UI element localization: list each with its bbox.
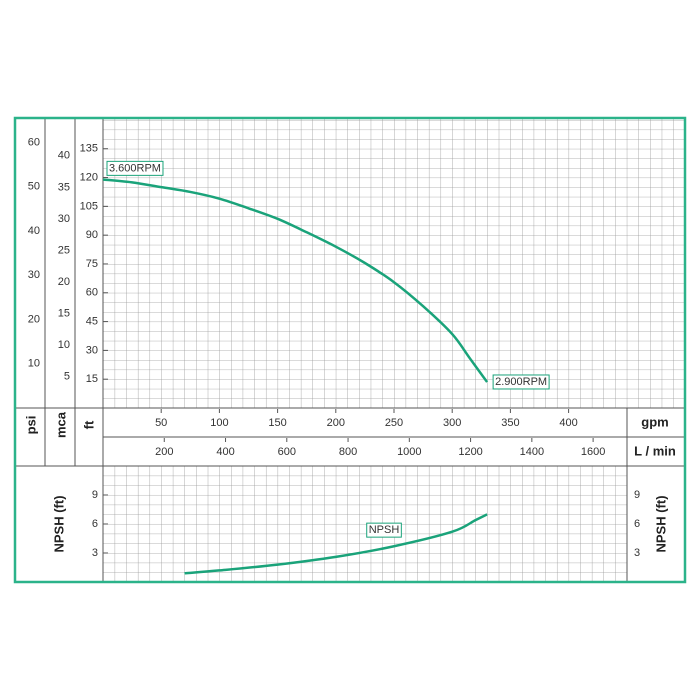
- npsh-grid: [103, 466, 627, 582]
- x-tick-label: 300: [443, 417, 461, 429]
- annotation-box: [106, 160, 164, 176]
- y-tick-label: 25: [58, 244, 70, 256]
- x-tick-label: 150: [268, 417, 286, 429]
- series-label-box: [366, 522, 402, 538]
- x-tick-label: 400: [216, 446, 234, 458]
- head-curve: [102, 178, 489, 383]
- psi-axis-title: psi: [23, 416, 38, 435]
- x-tick-label: 1400: [520, 446, 544, 458]
- y-tick-label: 120: [80, 171, 98, 183]
- y-tick-label: 9: [92, 489, 98, 501]
- x-tick-label: 200: [155, 446, 173, 458]
- y-tick-label: 60: [86, 287, 98, 299]
- y-tick-label: 35: [58, 181, 70, 193]
- x-tick-label: 800: [339, 446, 357, 458]
- rpm-annotation: 2.900RPM: [495, 376, 547, 388]
- y-tick-label: 6: [92, 518, 98, 530]
- y-tick-label: 40: [58, 150, 70, 162]
- y-tick-label: 30: [28, 269, 40, 281]
- rpm-annotation: 3.600RPM: [109, 162, 161, 174]
- x-tick-label: 350: [501, 417, 519, 429]
- x-tick-label: 1600: [581, 446, 605, 458]
- mca-axis-title: mca: [53, 411, 68, 438]
- x-tick-label: 200: [327, 417, 345, 429]
- y-tick-label: 60: [28, 136, 40, 148]
- y-tick-label: 3: [92, 547, 98, 559]
- y-tick-label: 75: [86, 258, 98, 270]
- gpm-axis-title: gpm: [641, 414, 668, 429]
- y-tick-label: 30: [58, 213, 70, 225]
- x-tick-label: 100: [210, 417, 228, 429]
- x-tick-label: 1000: [397, 446, 421, 458]
- y-tick-label: 15: [58, 307, 70, 319]
- y-tick-label: 10: [58, 339, 70, 351]
- y-tick-label-right: 6: [634, 518, 640, 530]
- x-tick-label: 400: [559, 417, 577, 429]
- annotation-box: [492, 374, 550, 390]
- x-tick-label: 600: [278, 446, 296, 458]
- y-tick-label: 105: [80, 200, 98, 212]
- head-grid: [103, 118, 685, 408]
- y-tick-label-right: 3: [634, 547, 640, 559]
- lmin-axis-title: L / min: [634, 443, 676, 458]
- y-tick-label: 135: [80, 143, 98, 155]
- npsh-curve: [184, 513, 488, 575]
- y-tick-label: 20: [28, 313, 40, 325]
- frame: [13, 116, 687, 584]
- npsh-axis-title-right: NPSH (ft): [653, 495, 668, 552]
- y-tick-label: 5: [64, 370, 70, 382]
- series-label: NPSH: [369, 524, 400, 536]
- x-tick-label: 1200: [458, 446, 482, 458]
- y-tick-label: 45: [86, 315, 98, 327]
- y-tick-label: 90: [86, 229, 98, 241]
- y-tick-label: 30: [86, 344, 98, 356]
- x-tick-label: 50: [155, 417, 167, 429]
- y-tick-label: 20: [58, 276, 70, 288]
- npsh-axis-title: NPSH (ft): [51, 495, 66, 552]
- x-tick-label: 250: [385, 417, 403, 429]
- y-tick-label-right: 9: [634, 489, 640, 501]
- y-tick-label: 10: [28, 358, 40, 370]
- y-tick-label: 40: [28, 225, 40, 237]
- y-tick-label: 50: [28, 181, 40, 193]
- ft-axis-title: ft: [81, 420, 96, 429]
- y-tick-label: 15: [86, 373, 98, 385]
